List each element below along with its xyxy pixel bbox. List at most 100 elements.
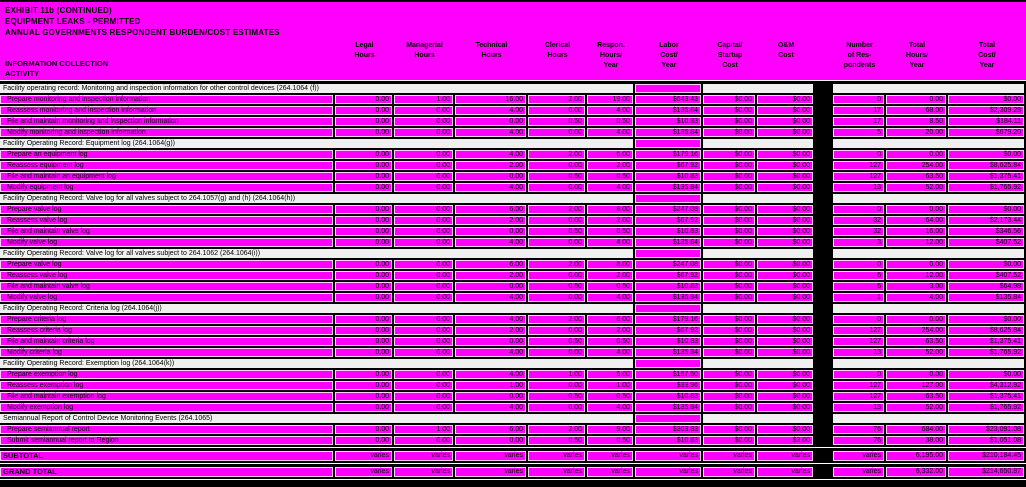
activity-label: Reassess equipment log — [0, 161, 335, 170]
value-cell: 2.00 — [528, 260, 587, 269]
gap-column — [815, 117, 833, 126]
value-cell: $8,625.84 — [948, 161, 1026, 170]
value-cell: $135.84 — [635, 403, 703, 412]
data-row: Prepare semiannual report 0.00 1.00 6.00 2.0… — [0, 425, 1026, 436]
value-cell: $1,765.92 — [948, 348, 1026, 357]
section-labor-cost-cell — [635, 249, 703, 258]
value-cell: $0.00 — [757, 326, 815, 335]
row-stub-header: INFORMATION COLLECTION ACTIVITY — [0, 40, 335, 80]
value-cell: 63.50 — [886, 337, 948, 346]
value-cell: $0.00 — [757, 403, 815, 412]
value-cell: 2.00 — [455, 326, 528, 335]
data-row: Modify exemption log 0.00 0.00 4.00 0.00 4.00… — [0, 403, 1026, 414]
value-cell: 5 — [833, 128, 886, 137]
exhibit-subtitle: EQUIPMENT LEAKS - PERMITTED — [5, 17, 141, 26]
exhibit-subtitle-2: ANNUAL GOVERNMENTS RESPONDENT BURDEN/COS… — [5, 28, 280, 37]
value-cell: 0 — [833, 370, 886, 379]
activity-label: Reassess valve log — [0, 216, 335, 225]
value-cell: 0.00 — [528, 106, 587, 115]
value-cell: 0.50 — [528, 282, 587, 291]
value-cell: 12.00 — [886, 238, 948, 247]
value-cell: $157.50 — [635, 370, 703, 379]
value-cell: $0.00 — [757, 370, 815, 379]
value-cell: $0.00 — [703, 227, 757, 236]
section-header-row: Facility Operating Record: Criteria log … — [0, 304, 1026, 315]
value-cell: 38.00 — [886, 436, 948, 445]
gap-column — [815, 128, 833, 137]
value-cell: $0.00 — [948, 205, 1026, 214]
activity-label: Reassess exemption log — [0, 381, 335, 390]
value-cell: $10.83 — [635, 117, 703, 126]
value-cell: $0.00 — [757, 271, 815, 280]
value-cell: 4.00 — [455, 106, 528, 115]
section-band-cell — [703, 249, 815, 258]
column-header: Respon. Hours/ Year — [597, 42, 625, 69]
data-row: Prepare valve log 0.00 0.00 6.00 2.00 8.00 $24… — [0, 260, 1026, 271]
value-cell: $210,184.45 — [948, 451, 1026, 461]
value-cell: 17 — [833, 117, 886, 126]
gap-column — [815, 293, 833, 302]
activity-label: Prepare criteria log — [0, 315, 335, 324]
value-cell: 17 — [833, 106, 886, 115]
value-cell: 2.00 — [455, 161, 528, 170]
value-cell: $179.16 — [635, 150, 703, 159]
gap-column — [815, 106, 833, 115]
grand-total-row: GRAND TOTAL varies varies varies varies varie… — [0, 467, 1026, 479]
value-cell: 0.00 — [335, 282, 394, 291]
section-labor-cost-cell — [635, 359, 703, 368]
gap-column — [815, 183, 833, 192]
value-cell: 0.00 — [394, 106, 455, 115]
gap-column — [815, 249, 833, 258]
stub-header-line-1: INFORMATION COLLECTION — [5, 59, 109, 68]
value-cell: 0.00 — [335, 436, 394, 445]
section-header-row: Facility Operating Record: Exemption log… — [0, 359, 1026, 370]
value-cell: $2,173.44 — [948, 216, 1026, 225]
value-cell: 63.50 — [886, 392, 948, 401]
value-cell: varies — [757, 451, 815, 461]
gap-column — [815, 381, 833, 390]
value-cell: 1 — [833, 293, 886, 302]
value-cell: $0.00 — [703, 282, 757, 291]
header-gap-column — [815, 40, 833, 80]
activity-label: Prepare valve log — [0, 260, 335, 269]
gap-column — [815, 84, 833, 93]
value-cell: $0.00 — [757, 128, 815, 137]
section-band-cell — [833, 414, 1026, 423]
value-cell: 0.00 — [335, 403, 394, 412]
value-cell: 0.50 — [528, 436, 587, 445]
data-row: File and maintain monitoring and inspect… — [0, 117, 1026, 128]
value-cell: $184.11 — [948, 117, 1026, 126]
column-header: Total Hours/ Year — [905, 42, 929, 69]
value-cell: 0.50 — [528, 117, 587, 126]
value-cell: 2.00 — [455, 271, 528, 280]
activity-label: File and maintain valve log — [0, 282, 335, 291]
value-cell: 0 — [833, 205, 886, 214]
activity-label: Prepare valve log — [0, 205, 335, 214]
gap-column — [815, 205, 833, 214]
value-cell: 254.00 — [886, 161, 948, 170]
value-cell: 0.50 — [587, 227, 635, 236]
value-cell: 0.50 — [528, 337, 587, 346]
value-cell: 16.00 — [886, 227, 948, 236]
section-header-row: Semiannual Report of Control Device Moni… — [0, 414, 1026, 425]
value-cell: $0.00 — [703, 117, 757, 126]
value-cell: 0.00 — [335, 183, 394, 192]
value-cell: $0.00 — [703, 381, 757, 390]
value-cell: 2.00 — [528, 315, 587, 324]
gap-column — [815, 467, 833, 477]
value-cell: varies — [833, 451, 886, 461]
value-cell: $0.00 — [757, 106, 815, 115]
section-labor-cost-cell — [635, 84, 703, 93]
activity-label: Modify exemption log — [0, 403, 335, 412]
value-cell: 0.50 — [587, 392, 635, 401]
value-cell: 2.00 — [528, 205, 587, 214]
data-row: Reassess valve log 0.00 0.00 2.00 0.00 2.00 $6… — [0, 271, 1026, 282]
value-cell: $2,309.28 — [948, 106, 1026, 115]
activity-label: File and maintain exemption log — [0, 392, 335, 401]
value-cell: 0.00 — [394, 117, 455, 126]
value-cell: 127 — [833, 172, 886, 181]
section-band-cell — [833, 194, 1026, 203]
value-cell: $0.00 — [703, 326, 757, 335]
value-cell: $214,650.87 — [948, 467, 1026, 477]
data-row: Prepare monitoring and inspection inform… — [0, 95, 1026, 106]
